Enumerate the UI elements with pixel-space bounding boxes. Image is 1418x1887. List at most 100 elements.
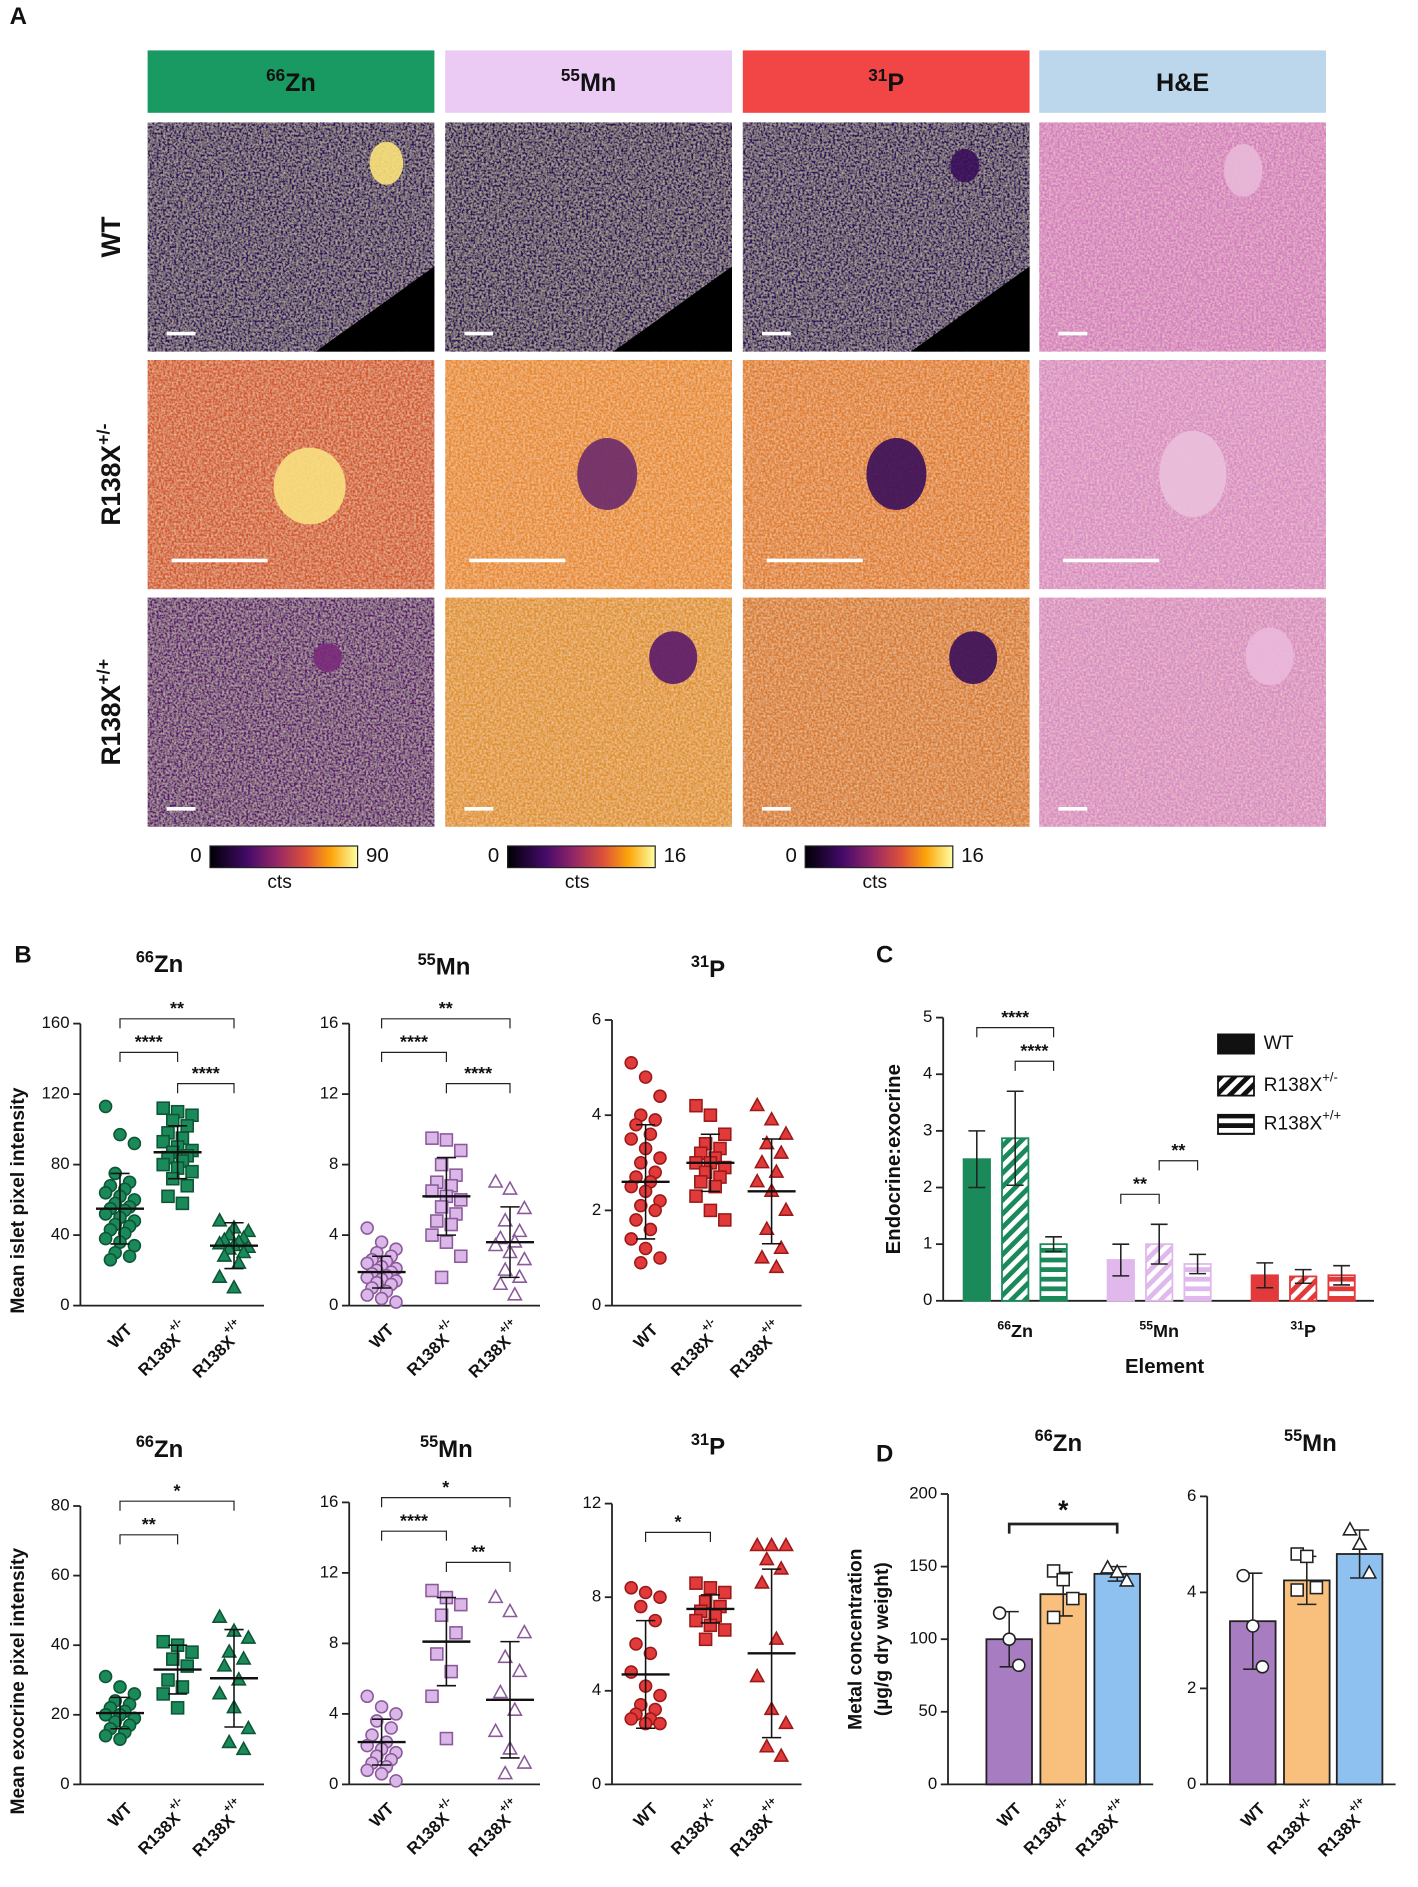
- point: [98, 1708, 113, 1722]
- row-label: R138X+/-: [93, 424, 126, 526]
- x-tick-label-text: WT: [630, 1320, 662, 1352]
- islet: [577, 438, 638, 511]
- point: [449, 1626, 463, 1640]
- point: [235, 1243, 252, 1259]
- point: [492, 1683, 509, 1699]
- panel-label: D: [876, 1441, 893, 1468]
- chart-title-text: P: [709, 1433, 725, 1460]
- image-tile: [742, 360, 1030, 590]
- row-label-text: R138X: [96, 684, 126, 765]
- point: [1361, 1564, 1378, 1579]
- point: [439, 1235, 454, 1249]
- point: [1066, 1591, 1080, 1606]
- point: [694, 1175, 708, 1189]
- significance-bracket: [119, 1534, 179, 1545]
- image-background: [742, 597, 1030, 827]
- significance-label: ****: [1020, 1040, 1048, 1060]
- x-tick-label-text: R138X: [1072, 1810, 1122, 1860]
- y-axis-label: Endocrine:exocrine: [883, 1064, 905, 1254]
- y-tick-label: 0: [60, 1295, 69, 1314]
- point: [1290, 1583, 1304, 1597]
- chart-title: 31P: [691, 953, 725, 983]
- y-tick-label: 2: [1187, 1678, 1196, 1697]
- point: [180, 1178, 194, 1193]
- x-tick-label-text: R138X: [403, 1329, 453, 1379]
- y-axis-label: Mean islet pixel intensity: [8, 1087, 29, 1313]
- point: [360, 1689, 374, 1704]
- islet: [1159, 430, 1227, 518]
- chart-title-text: P: [709, 956, 725, 983]
- colorbar-unit: cts: [863, 872, 888, 893]
- colorbar-min: 0: [785, 845, 796, 867]
- point: [492, 1275, 509, 1291]
- chart-title-sup: 66: [1035, 1427, 1053, 1445]
- x-tick-label: WT: [630, 1320, 662, 1352]
- point: [1012, 1658, 1026, 1673]
- point: [221, 1643, 238, 1658]
- chart-title-text: Zn: [154, 1436, 183, 1463]
- x-tick-label-sup: 31: [1290, 1319, 1304, 1333]
- point: [624, 1056, 638, 1070]
- legend-label-text: R138X: [1264, 1075, 1323, 1096]
- point: [773, 1747, 790, 1762]
- point: [1046, 1564, 1061, 1578]
- point: [1056, 1572, 1070, 1587]
- chart-title-text: Mn: [436, 953, 471, 980]
- point: [511, 1222, 528, 1238]
- image-tile: [1039, 360, 1326, 590]
- point: [161, 1189, 175, 1204]
- point: [175, 1680, 190, 1694]
- point: [98, 1186, 113, 1200]
- point: [103, 1252, 118, 1267]
- point: [763, 1536, 780, 1552]
- x-tick-label-text: P: [1304, 1321, 1316, 1341]
- dot-plot: 0 40 80 120 160 66Zn Mean islet pixel intensit…: [8, 948, 264, 1382]
- point: [434, 1200, 449, 1214]
- significance-label: **: [1171, 1140, 1185, 1160]
- point: [629, 1213, 643, 1227]
- point: [156, 1687, 170, 1701]
- y-tick-label: 4: [1187, 1582, 1196, 1601]
- colorbar-max: 16: [961, 845, 984, 867]
- y-tick-label: 12: [320, 1562, 339, 1581]
- point: [778, 1536, 794, 1552]
- significance-bracket: [976, 1027, 1055, 1038]
- x-tick-label: WT: [366, 1799, 398, 1831]
- column-header-label-sup: 55: [561, 65, 581, 85]
- chart-title-sup: 66: [136, 948, 154, 966]
- significance-label: ****: [192, 1063, 220, 1083]
- point: [127, 1136, 142, 1151]
- chart-title: 55Mn: [1284, 1427, 1337, 1457]
- chart-title-sup: 66: [136, 1433, 154, 1451]
- point: [425, 1228, 439, 1242]
- x-tick-label-text: R138X: [726, 1810, 776, 1860]
- column-header: [445, 50, 732, 113]
- chart-title: 66Zn: [136, 1433, 183, 1463]
- x-tick-label: R138X+/-: [663, 1795, 726, 1858]
- point: [749, 1173, 766, 1188]
- x-tick-label: R138X+/-: [663, 1316, 726, 1379]
- y-tick-label: 6: [592, 1009, 601, 1028]
- point: [425, 1131, 439, 1145]
- point: [758, 1738, 775, 1753]
- legend-label-text: WT: [1264, 1033, 1294, 1054]
- chart-title-sup: 55: [1284, 1427, 1302, 1445]
- point: [1309, 1580, 1324, 1595]
- legend-swatch: [1217, 1075, 1255, 1097]
- point: [1099, 1559, 1116, 1574]
- legend-swatch: [1217, 1113, 1255, 1135]
- point: [156, 1101, 170, 1115]
- islet: [866, 438, 927, 511]
- x-tick-label-text: R138X: [403, 1808, 453, 1858]
- point: [773, 1560, 790, 1575]
- point: [648, 1113, 662, 1127]
- point: [516, 1624, 533, 1639]
- point: [211, 1268, 228, 1283]
- significance-label: **: [170, 998, 184, 1018]
- row-label: R138X+/+: [93, 659, 126, 766]
- point: [98, 1231, 113, 1246]
- point: [624, 1179, 638, 1194]
- significance-label: **: [471, 1542, 485, 1562]
- column-header: [147, 50, 435, 113]
- point: [221, 1733, 238, 1749]
